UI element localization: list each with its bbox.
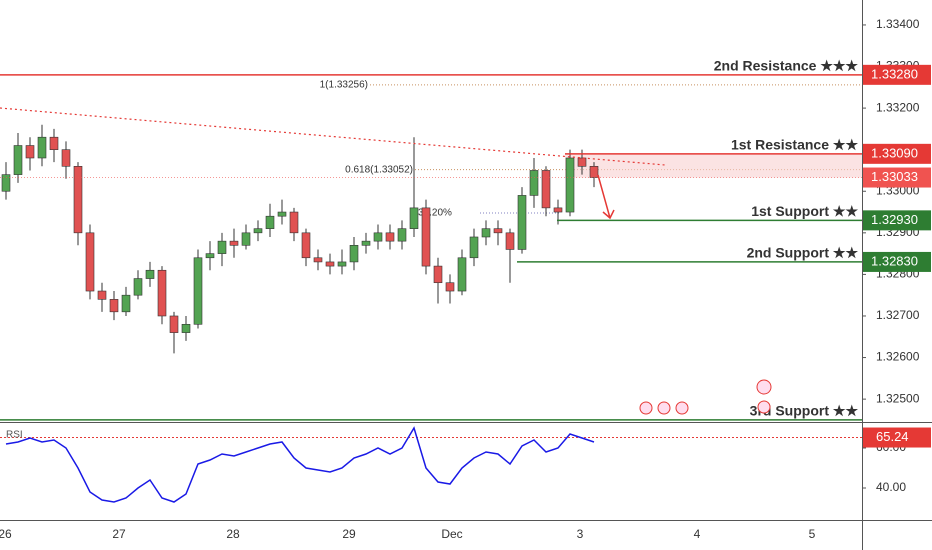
candle-body [409, 207, 419, 229]
candle-body [277, 211, 287, 217]
x-tick-label: Dec [441, 527, 462, 541]
resistance-zone [565, 153, 862, 178]
candle-body [49, 136, 59, 150]
x-tick-label: 4 [694, 527, 701, 541]
fib-label: 1(1.33256) [320, 79, 368, 90]
event-icons [639, 379, 772, 415]
candle-body [193, 257, 203, 325]
candle-body [145, 269, 155, 279]
fib-pct-label: 38.20% [418, 208, 452, 219]
candle-body [529, 170, 539, 196]
candle-body [157, 269, 167, 317]
candle-body [217, 240, 227, 254]
x-tick-label: 27 [112, 527, 126, 541]
x-tick-label: 5 [809, 527, 816, 541]
level-name: 3rd Support ★★ [750, 403, 859, 419]
candle-body [493, 228, 503, 234]
x-tick-label: 26 [0, 527, 12, 541]
candle-body [397, 228, 407, 242]
candle-body [253, 228, 263, 234]
level-price-tag [863, 210, 931, 231]
level-name: 1st Support ★★ [751, 203, 858, 219]
y-tick-label: 1.32700 [876, 308, 920, 322]
candle-body [481, 228, 491, 238]
level-price-tag [863, 64, 931, 85]
candle-body [301, 232, 311, 259]
level-name: 1st Resistance ★★ [731, 137, 858, 153]
rsi-pane-bg [0, 423, 862, 520]
candle-body [553, 207, 563, 213]
candle-body [85, 232, 95, 292]
candle-body [289, 211, 299, 234]
fib-label: 0.618(1.33052) [345, 164, 413, 175]
level-price-label: 1.33090 [871, 145, 918, 160]
candle-body [445, 282, 455, 292]
candle-body [13, 145, 23, 175]
rsi-line [5, 426, 595, 503]
level-price-label: 1.33280 [871, 66, 918, 81]
candle-body [589, 166, 599, 178]
y-tick-label: 1.32600 [876, 350, 920, 364]
rsi-tick-label: 40.00 [876, 480, 906, 494]
level-price-tag [863, 251, 931, 272]
candle-body [169, 315, 179, 333]
y-tick-label: 1.33200 [876, 100, 920, 114]
candle-body [181, 323, 191, 333]
candle-body [421, 207, 431, 267]
candle-body [241, 232, 251, 246]
candle-body [61, 149, 71, 167]
candle-body [325, 261, 335, 267]
candle-body [73, 166, 83, 234]
level-price-label: 1.32830 [871, 253, 918, 268]
candle-body [373, 232, 383, 242]
level-name: 2nd Support ★★ [747, 245, 859, 261]
rsi-last-tag [863, 427, 931, 448]
candle-body [517, 195, 527, 250]
candle-body [577, 157, 587, 167]
y-tick-label: 1.33400 [876, 17, 920, 31]
candle-body [313, 257, 323, 263]
candle-body [505, 232, 515, 250]
x-tick-label: 3 [577, 527, 584, 541]
candle-body [349, 245, 359, 263]
candle-body [565, 157, 575, 213]
candle-body [229, 240, 239, 246]
level-name: 2nd Resistance ★★★ [714, 58, 859, 74]
candle-body [385, 232, 395, 242]
x-tick-label: 29 [342, 527, 356, 541]
candle-body [541, 170, 551, 209]
rsi-last-label: 65.24 [876, 429, 909, 444]
candle-body [469, 236, 479, 259]
candle-body [337, 261, 347, 267]
trend-line [0, 107, 666, 166]
candle-body [265, 215, 275, 229]
candle-body [109, 299, 119, 313]
last-price-tag [863, 167, 931, 188]
level-price-tag [863, 143, 931, 164]
y-tick-label: 1.32500 [876, 391, 920, 405]
overlay: 2nd Resistance ★★★ 1.33280 1st Resistance … [0, 58, 931, 421]
x-tick-label: 28 [226, 527, 240, 541]
rsi-label: RSI [6, 430, 23, 441]
candle-body [361, 240, 371, 246]
candle-body [133, 278, 143, 296]
candle-body [25, 145, 35, 159]
candle-body [37, 136, 47, 159]
candle-body [121, 294, 131, 313]
candle-body [97, 290, 107, 300]
last-price-label: 1.33033 [871, 169, 918, 184]
candle-body [205, 253, 215, 259]
level-price-label: 1.32930 [871, 212, 918, 227]
candle-body [457, 257, 467, 292]
forecast-arrow [597, 174, 615, 220]
candle-body [1, 174, 11, 192]
candle-body [433, 265, 443, 284]
